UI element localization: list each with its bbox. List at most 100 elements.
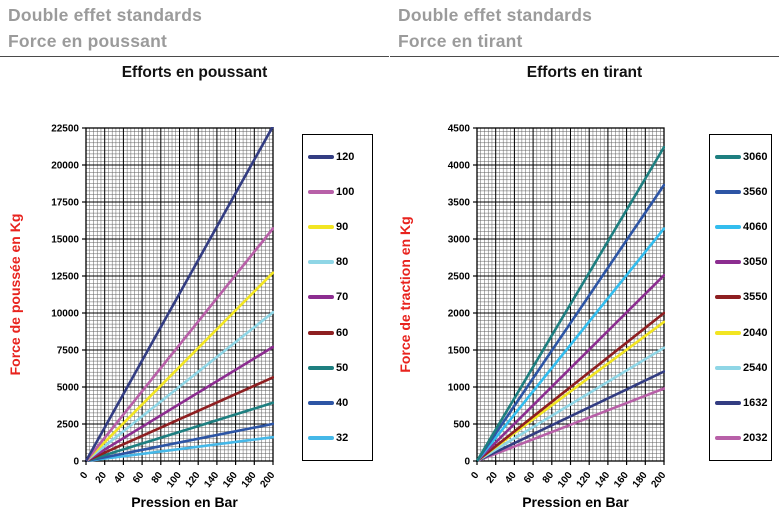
header-line-1: Double effet standards <box>398 5 593 25</box>
legend-swatch <box>308 436 334 441</box>
legend-swatch <box>308 330 334 335</box>
legend-swatch <box>715 330 741 335</box>
legend-item: 3550 <box>715 291 771 303</box>
y-tick-label: 7500 <box>57 346 80 357</box>
legend-item: 4060 <box>715 221 771 233</box>
legend-label: 40 <box>336 397 349 410</box>
y-tick-label: 2500 <box>448 272 471 283</box>
x-tick-label: 180 <box>240 470 259 490</box>
x-tick-label: 80 <box>541 470 557 486</box>
plot-poussant: 0 20 40 60 80 100 120 140 160 180 200 0 2500 5000 7500… <box>7 124 278 511</box>
series-line-120 <box>85 127 274 462</box>
x-tick-label: 120 <box>575 470 594 490</box>
legend-item: 1632 <box>715 397 771 409</box>
series-line-1632 <box>476 370 665 462</box>
chart-block-poussant: Double effet standards Force en poussant… <box>0 0 389 524</box>
series-line-50 <box>85 401 274 462</box>
x-tick-label: 100 <box>165 470 184 490</box>
legend-swatch <box>715 295 741 300</box>
x-tick-label: 160 <box>612 470 631 490</box>
legend-swatch <box>715 260 741 265</box>
legend-label: 3060 <box>743 150 768 163</box>
legend-item: 70 <box>308 291 372 303</box>
y-tick-label: 4000 <box>448 161 471 172</box>
legend-swatch <box>308 189 334 194</box>
x-tick-label: 200 <box>649 470 668 490</box>
y-tick-label: 12500 <box>51 272 79 283</box>
legend-item: 60 <box>308 327 372 339</box>
series-line-3050 <box>476 273 665 462</box>
legend-item: 40 <box>308 397 372 409</box>
legend-label: 120 <box>336 150 355 163</box>
legend-label: 2032 <box>743 432 768 445</box>
y-axis-title: Force de traction en Kg <box>397 216 413 372</box>
y-tick-label: 0 <box>464 457 470 468</box>
series-line-4060 <box>476 227 665 462</box>
x-tick-label: 20 <box>485 470 501 486</box>
x-axis-title: Pression en Bar <box>131 494 238 510</box>
legend-swatch <box>308 401 334 406</box>
x-tick-label: 200 <box>258 470 277 490</box>
x-tick-label: 0 <box>469 470 481 482</box>
x-tick-label: 60 <box>131 470 147 486</box>
legend-item: 2032 <box>715 432 771 444</box>
legend-label: 80 <box>336 256 349 269</box>
legend-tirant: 3060 3560 4060 3050 3550 2040 2540 1632 2032 <box>709 134 772 461</box>
y-axis-title: Force de poussée en Kg <box>7 214 23 376</box>
legend-swatch <box>308 225 334 230</box>
chart-title-poussant: Efforts en poussant <box>121 64 268 81</box>
y-tick-label: 22500 <box>51 124 79 135</box>
legend-item: 3050 <box>715 256 771 268</box>
y-tick-label: 0 <box>73 457 79 468</box>
series-line-2540 <box>476 346 665 462</box>
x-tick-label: 140 <box>202 470 221 490</box>
y-tick-label: 20000 <box>51 161 79 172</box>
chart-header: Double effet standards Force en tirant <box>398 2 773 54</box>
legend-item: 2040 <box>715 327 771 339</box>
legend-label: 4060 <box>743 221 768 234</box>
legend-label: 3550 <box>743 291 768 304</box>
x-tick-label: 140 <box>593 470 612 490</box>
x-tick-label: 80 <box>150 470 166 486</box>
y-tick-label: 500 <box>453 420 470 431</box>
y-tick-label: 2000 <box>448 309 471 320</box>
chart-title-tirant: Efforts en tirant <box>526 64 643 81</box>
y-tick-label: 17500 <box>51 198 79 209</box>
legend-swatch <box>308 260 334 265</box>
series-line-3560 <box>476 183 665 462</box>
series-line-3550 <box>476 311 665 462</box>
x-tick-label: 160 <box>221 470 240 490</box>
legend-label: 50 <box>336 361 349 374</box>
chart-block-tirant: Double effet standards Force en tirant E… <box>390 0 779 524</box>
legend-swatch <box>308 365 334 370</box>
legend-swatch <box>715 154 741 159</box>
x-tick-label: 40 <box>503 470 519 486</box>
x-tick-label: 100 <box>556 470 575 490</box>
legend-label: 90 <box>336 221 349 234</box>
legend-swatch <box>715 436 741 441</box>
legend-item: 3060 <box>715 151 771 163</box>
legend-item: 2540 <box>715 362 771 374</box>
legend-swatch <box>308 154 334 159</box>
legend-label: 100 <box>336 185 355 198</box>
legend-swatch <box>715 225 741 230</box>
series-line-3060 <box>476 145 665 462</box>
legend-item: 120 <box>308 151 372 163</box>
series-line-90 <box>85 271 274 462</box>
legend-item: 50 <box>308 362 372 374</box>
legend-label: 2540 <box>743 361 768 374</box>
series-line-80 <box>85 310 274 462</box>
legend-label: 70 <box>336 291 349 304</box>
legend-swatch <box>715 189 741 194</box>
x-tick-label: 20 <box>94 470 110 486</box>
header-divider <box>390 56 779 57</box>
header-line-2: Force en poussant <box>8 31 167 51</box>
legend-label: 60 <box>336 326 349 339</box>
legend-swatch <box>308 295 334 300</box>
chart-header: Double effet standards Force en poussant <box>8 2 383 54</box>
plot-tirant: 0 20 40 60 80 100 120 140 160 180 2000500100015002… <box>397 124 669 511</box>
legend-poussant: 120 100 90 80 70 60 50 40 32 <box>302 134 373 461</box>
header-line-1: Double effet standards <box>8 5 203 25</box>
x-tick-label: 120 <box>184 470 203 490</box>
